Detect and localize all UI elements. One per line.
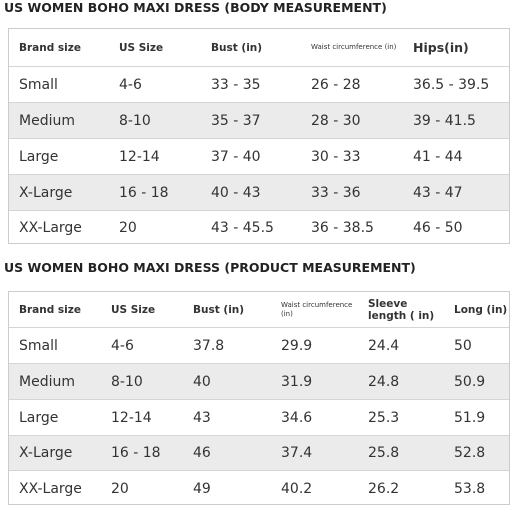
table-cell: 46 (193, 445, 211, 461)
table-cell: 36 - 38.5 (311, 220, 374, 236)
table-cell: 8-10 (111, 373, 143, 390)
header-row: Brand size US Size Bust (in) Waist circumfe… (9, 29, 509, 66)
table-cell: 40 - 43 (211, 184, 261, 201)
table-cell: 43 - 47 (413, 184, 463, 201)
size-table: Brand size US Size Bust (in) Waist circumfe… (8, 291, 510, 505)
table-cell: 39 - 41.5 (413, 112, 476, 129)
header-cell: Bust (in) (211, 41, 263, 54)
table-cell: 49 (193, 480, 211, 497)
table-row: X-Large 16 - 18 40 - 43 33 - 36 43 - 47 (9, 174, 509, 210)
table-row: Small 4-6 37.8 29.9 24.4 50 (9, 327, 509, 363)
table-cell: 24.8 (368, 373, 400, 390)
table-cell: 24.4 (368, 337, 400, 354)
header-cell: Sleeve length ( in) (368, 297, 435, 322)
table-cell: 26 - 28 (311, 76, 361, 93)
table-cell: 37.4 (281, 445, 313, 461)
size-table: Brand size US Size Bust (in) Waist circumfe… (8, 28, 510, 244)
table-row: Medium 8-10 40 31.9 24.8 50.9 (9, 363, 509, 399)
table-cell: 33 - 36 (311, 184, 361, 201)
table-cell: 34.6 (281, 409, 313, 426)
table-cell: 43 - 45.5 (211, 220, 274, 236)
table-cell: Medium (19, 112, 75, 129)
table-row: XX-Large 20 43 - 45.5 36 - 38.5 46 - 50 (9, 210, 509, 245)
table-cell: 8-10 (119, 112, 151, 129)
header-cell: Waist circumference (in) (281, 300, 353, 318)
table-cell: 50 (454, 337, 472, 354)
table-cell: 51.9 (454, 409, 486, 426)
table-cell: 25.3 (368, 409, 400, 426)
table-cell: 33 - 35 (211, 76, 261, 93)
header-cell: Brand size (19, 41, 81, 54)
table-cell: 41 - 44 (413, 148, 463, 165)
table-cell: X-Large (19, 184, 73, 201)
table-cell: 4-6 (119, 76, 142, 93)
table-cell: XX-Large (19, 480, 82, 497)
table-cell: 12-14 (111, 409, 152, 426)
header-cell: Bust (in) (193, 303, 245, 316)
table-cell: 20 (111, 480, 129, 497)
table-cell: Large (19, 148, 59, 165)
table-row: X-Large 16 - 18 46 37.4 25.8 52.8 (9, 435, 509, 470)
header-cell: Waist circumference (in) (311, 43, 397, 51)
table-cell: 46 - 50 (413, 220, 463, 236)
table-title: US WOMEN BOHO MAXI DRESS (BODY MEASUREME… (4, 0, 387, 15)
table-cell: 16 - 18 (119, 184, 169, 201)
table-cell: Large (19, 409, 59, 426)
table-cell: Small (19, 337, 58, 354)
table-cell: Small (19, 76, 58, 93)
table-cell: 25.8 (368, 445, 400, 461)
table-cell: 4-6 (111, 337, 134, 354)
table-row: Small 4-6 33 - 35 26 - 28 36.5 - 39.5 (9, 66, 509, 102)
header-cell: US Size (119, 41, 164, 54)
table-cell: 26.2 (368, 480, 400, 497)
table-cell: XX-Large (19, 220, 82, 236)
table-cell: 35 - 37 (211, 112, 261, 129)
table-title: US WOMEN BOHO MAXI DRESS (PRODUCT MEASUR… (4, 260, 416, 275)
header-cell: Long (in) (454, 303, 508, 316)
table-cell: 36.5 - 39.5 (413, 76, 490, 93)
table-cell: 16 - 18 (111, 445, 161, 461)
table-cell: 30 - 33 (311, 148, 361, 165)
table-cell: 31.9 (281, 373, 313, 390)
header-cell: Brand size (19, 303, 81, 316)
table-cell: 40 (193, 373, 211, 390)
table-row: Large 12-14 37 - 40 30 - 33 41 - 44 (9, 138, 509, 174)
table-cell: 53.8 (454, 480, 486, 497)
table-cell: 29.9 (281, 337, 313, 354)
table-cell: 37 - 40 (211, 148, 261, 165)
header-cell: US Size (111, 303, 156, 316)
table-cell: 20 (119, 220, 137, 236)
table-cell: X-Large (19, 445, 73, 461)
table-row: Medium 8-10 35 - 37 28 - 30 39 - 41.5 (9, 102, 509, 138)
header-row: Brand size US Size Bust (in) Waist circumfe… (9, 292, 509, 327)
table-cell: 28 - 30 (311, 112, 361, 129)
table-cell: 37.8 (193, 337, 225, 354)
header-cell: Hips(in) (413, 40, 469, 55)
table-cell: 43 (193, 409, 211, 426)
table-cell: 12-14 (119, 148, 160, 165)
table-cell: 50.9 (454, 373, 486, 390)
table-row: XX-Large 20 49 40.2 26.2 53.8 (9, 470, 509, 506)
table-cell: 40.2 (281, 480, 313, 497)
table-cell: 52.8 (454, 445, 486, 461)
table-cell: Medium (19, 373, 75, 390)
table-row: Large 12-14 43 34.6 25.3 51.9 (9, 399, 509, 435)
